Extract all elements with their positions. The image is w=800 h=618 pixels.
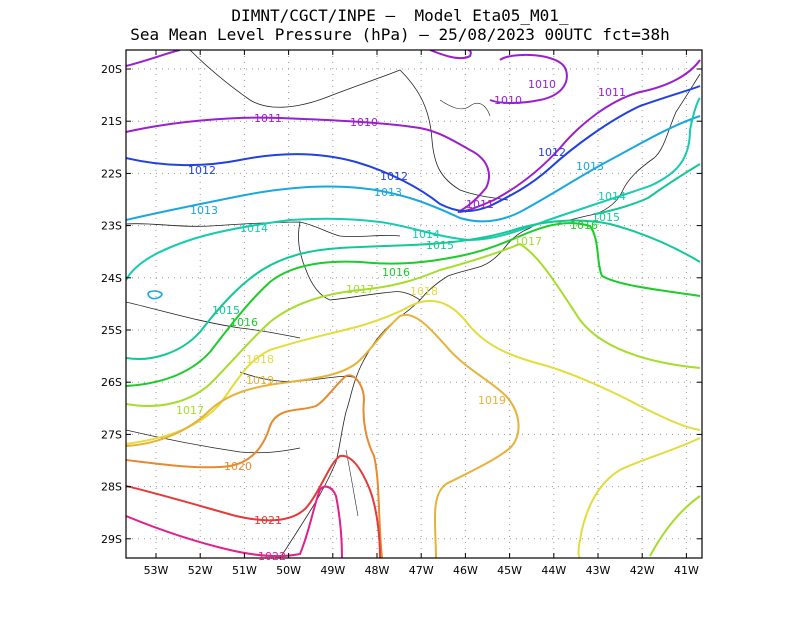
- contour-label: 1010: [350, 116, 378, 129]
- lon-tick-label: 49W: [320, 564, 345, 577]
- isobar-1011: [126, 59, 701, 213]
- contour-label: 1012: [188, 164, 216, 177]
- lat-tick-label: 29S: [101, 533, 122, 546]
- isobar-1013: [126, 115, 701, 223]
- isobar-1012: [126, 85, 701, 212]
- lat-tick-label: 21S: [101, 115, 122, 128]
- lat-tick-label: 28S: [101, 481, 122, 494]
- isobar-1014-loop: [147, 290, 163, 300]
- isobar-1010: [126, 50, 181, 67]
- contour-label: 1014: [412, 228, 440, 241]
- lon-tick-label: 41W: [674, 564, 699, 577]
- contour-label: 1013: [374, 186, 402, 199]
- longitude-axis: 53W 52W 51W 50W 49W 48W 47W 46W 45W 44W 43W 42W 41W: [144, 50, 699, 577]
- state-border-1: [126, 221, 401, 237]
- contour-label: 1015: [426, 239, 454, 252]
- state-border-6: [399, 69, 509, 201]
- contour-labels: 1010 1010 1010 1011 1011 1011 1012 1012 …: [176, 78, 626, 563]
- isobar-1015: [126, 219, 701, 360]
- lat-tick-label: 24S: [101, 272, 122, 285]
- latitude-axis: 20S 21S 22S 23S 24S 25S 26S 27S 28S 29S: [101, 63, 702, 546]
- contour-label: 1014: [598, 190, 626, 203]
- contour-label: 1012: [380, 170, 408, 183]
- lon-tick-label: 47W: [409, 564, 434, 577]
- contour-label: 1013: [576, 160, 604, 173]
- lat-tick-label: 22S: [101, 167, 122, 180]
- contour-label: 1010: [494, 94, 522, 107]
- isobar-1010-b: [489, 53, 568, 104]
- contour-label: 1020: [224, 460, 252, 473]
- isobar-1016: [126, 222, 701, 387]
- coastline-path: [279, 73, 701, 558]
- isobar-1019: [126, 313, 520, 558]
- contour-label: 1011: [598, 86, 626, 99]
- contour-label: 1011: [254, 112, 282, 125]
- isobar-1018-b: [577, 437, 701, 558]
- chart-title-line2: Sea Mean Level Pressure (hPa) – 25/08/20…: [130, 25, 670, 44]
- lat-tick-label: 26S: [101, 376, 122, 389]
- isobar-1014: [126, 97, 701, 281]
- contour-label: 1017: [346, 283, 374, 296]
- contour-label: 1010: [528, 78, 556, 91]
- isobar-1022: [126, 485, 343, 558]
- contour-label: 1017: [176, 404, 204, 417]
- lon-tick-label: 52W: [188, 564, 213, 577]
- contour-label: 1017: [514, 235, 542, 248]
- lat-tick-label: 23S: [101, 220, 122, 233]
- contour-label: 1015: [592, 211, 620, 224]
- plot-frame: [125, 49, 703, 559]
- isobar-1021: [126, 454, 381, 558]
- state-border-7: [126, 301, 301, 339]
- lon-tick-label: 44W: [541, 564, 566, 577]
- lat-tick-label: 25S: [101, 324, 122, 337]
- isobar-1020: [126, 374, 383, 558]
- river-1: [439, 99, 491, 117]
- state-border-5: [189, 50, 401, 108]
- lat-tick-label: 27S: [101, 428, 122, 441]
- lon-tick-label: 45W: [497, 564, 522, 577]
- contour-label: 1016: [382, 266, 410, 279]
- chart-title-line1: DIMNT/CGCT/INPE – Model Eta05_M01_: [231, 6, 569, 25]
- contour-label: 1018: [410, 285, 438, 298]
- isobar-1010-c: [429, 50, 472, 60]
- lon-tick-label: 42W: [630, 564, 655, 577]
- contour-label: 1016: [230, 316, 258, 329]
- state-border-2: [298, 221, 421, 301]
- contour-label: 1014: [240, 222, 268, 235]
- contour-label: 1013: [190, 204, 218, 217]
- lon-tick-label: 46W: [453, 564, 478, 577]
- contour-label: 1011: [466, 198, 494, 211]
- contour-label: 1012: [538, 146, 566, 159]
- isobar-1017: [126, 242, 701, 407]
- lon-tick-label: 48W: [365, 564, 390, 577]
- contour-label: 1019: [478, 394, 506, 407]
- lon-tick-label: 43W: [586, 564, 611, 577]
- lagoon: [345, 449, 359, 517]
- isobar-1017-b: [649, 495, 701, 557]
- contour-label: 1016: [570, 219, 598, 232]
- lon-tick-label: 51W: [232, 564, 257, 577]
- contour-label: 1019: [246, 374, 274, 387]
- contour-label: 1015: [212, 304, 240, 317]
- isobar-layer: [126, 50, 701, 558]
- lon-tick-label: 50W: [276, 564, 301, 577]
- lon-tick-label: 53W: [144, 564, 169, 577]
- contour-label: 1018: [246, 353, 274, 366]
- contour-label: 1021: [254, 514, 282, 527]
- lat-tick-label: 20S: [101, 63, 122, 76]
- graticule: [126, 50, 702, 558]
- isobar-1018: [126, 299, 701, 445]
- contour-label: 1022: [258, 550, 286, 563]
- isobar-1015-b: [595, 163, 701, 215]
- state-border-3: [126, 429, 301, 454]
